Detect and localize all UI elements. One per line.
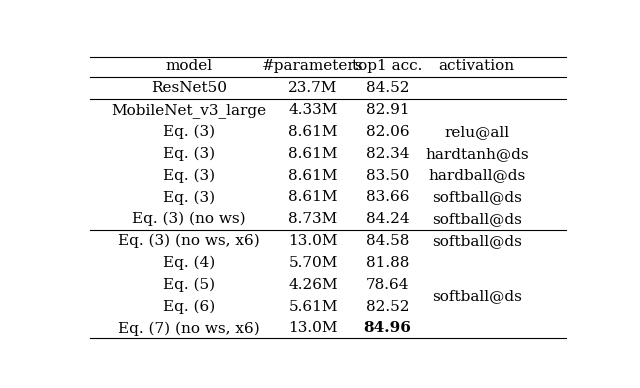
Text: Eq. (3): Eq. (3) bbox=[163, 147, 215, 161]
Text: 8.61M: 8.61M bbox=[289, 147, 338, 161]
Text: Eq. (4): Eq. (4) bbox=[163, 256, 215, 270]
Text: softball@ds: softball@ds bbox=[432, 234, 522, 248]
Text: 8.61M: 8.61M bbox=[289, 191, 338, 204]
Text: 83.66: 83.66 bbox=[366, 191, 409, 204]
Text: top1 acc.: top1 acc. bbox=[353, 59, 422, 73]
Text: hardtanh@ds: hardtanh@ds bbox=[425, 147, 529, 161]
Text: 84.96: 84.96 bbox=[364, 321, 412, 336]
Text: 8.61M: 8.61M bbox=[289, 125, 338, 139]
Text: 5.70M: 5.70M bbox=[289, 256, 338, 270]
Text: hardball@ds: hardball@ds bbox=[428, 169, 525, 183]
Text: 84.24: 84.24 bbox=[365, 212, 410, 226]
Text: relu@all: relu@all bbox=[444, 125, 509, 139]
Text: 13.0M: 13.0M bbox=[289, 321, 338, 336]
Text: #parameters: #parameters bbox=[262, 59, 364, 73]
Text: 8.61M: 8.61M bbox=[289, 169, 338, 183]
Text: 84.52: 84.52 bbox=[366, 81, 409, 95]
Text: Eq. (6): Eq. (6) bbox=[163, 300, 215, 314]
Text: 8.73M: 8.73M bbox=[289, 212, 338, 226]
Text: 23.7M: 23.7M bbox=[289, 81, 338, 95]
Text: 78.64: 78.64 bbox=[366, 278, 409, 292]
Text: ResNet50: ResNet50 bbox=[151, 81, 227, 95]
Text: 82.52: 82.52 bbox=[366, 300, 409, 314]
Text: 4.26M: 4.26M bbox=[288, 278, 338, 292]
Text: 82.34: 82.34 bbox=[366, 147, 409, 161]
Text: Eq. (3) (no ws, x6): Eq. (3) (no ws, x6) bbox=[118, 234, 260, 248]
Text: activation: activation bbox=[439, 59, 515, 73]
Text: softball@ds: softball@ds bbox=[432, 212, 522, 226]
Text: model: model bbox=[166, 59, 212, 73]
Text: 82.91: 82.91 bbox=[365, 103, 410, 117]
Text: 81.88: 81.88 bbox=[366, 256, 409, 270]
Text: 5.61M: 5.61M bbox=[289, 300, 338, 314]
Text: MobileNet_v3_large: MobileNet_v3_large bbox=[111, 103, 267, 118]
Text: Eq. (7) (no ws, x6): Eq. (7) (no ws, x6) bbox=[118, 321, 260, 336]
Text: Eq. (5): Eq. (5) bbox=[163, 277, 215, 292]
Text: 13.0M: 13.0M bbox=[289, 234, 338, 248]
Text: Eq. (3): Eq. (3) bbox=[163, 168, 215, 183]
Text: 84.58: 84.58 bbox=[366, 234, 409, 248]
Text: 83.50: 83.50 bbox=[366, 169, 409, 183]
Text: softball@ds: softball@ds bbox=[432, 191, 522, 204]
Text: Eq. (3): Eq. (3) bbox=[163, 190, 215, 204]
Text: 82.06: 82.06 bbox=[365, 125, 410, 139]
Text: Eq. (3) (no ws): Eq. (3) (no ws) bbox=[132, 212, 246, 227]
Text: 4.33M: 4.33M bbox=[289, 103, 338, 117]
Text: Eq. (3): Eq. (3) bbox=[163, 125, 215, 139]
Text: softball@ds: softball@ds bbox=[432, 289, 522, 303]
